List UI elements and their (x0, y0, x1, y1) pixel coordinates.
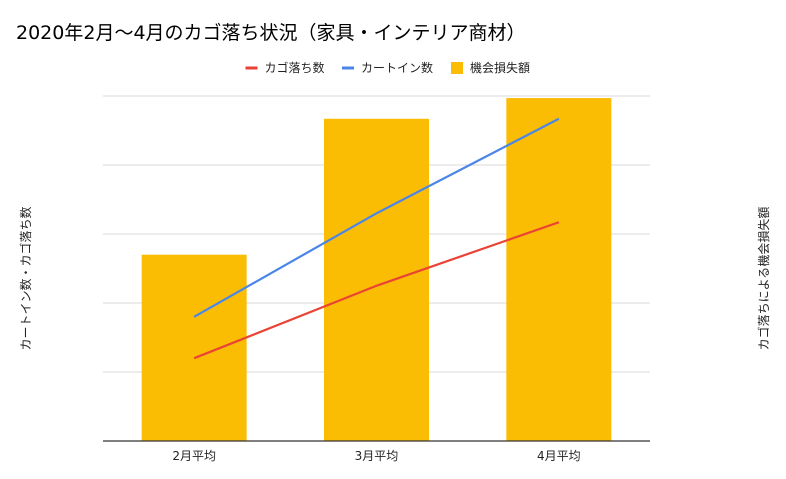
x-tick-label: 4月平均 (537, 449, 581, 463)
y-axis-left-title: カートイン数・カゴ落ち数 (18, 206, 33, 350)
bar (324, 118, 429, 442)
series-line (193, 117, 560, 318)
line-series (193, 117, 560, 360)
bar-series (141, 98, 612, 442)
legend-label: 機会損失額 (470, 60, 530, 75)
x-tick-labels: 2月平均 3月平均 4月平均 (172, 449, 580, 463)
chart-title: 2020年2月～4月のカゴ落ち状況（家具・インテリア商材） (16, 22, 526, 44)
legend-swatch (451, 62, 463, 74)
legend-label: カゴ落ち数 (265, 60, 325, 75)
legend-label: カートイン数 (361, 60, 433, 75)
legend: カゴ落ち数 カートイン数 機会損失額 (245, 60, 530, 75)
legend-item: 機会損失額 (451, 60, 530, 75)
legend-item: カートイン数 (342, 60, 433, 75)
x-tick-label: 3月平均 (355, 449, 399, 463)
bar (506, 98, 612, 441)
series-line (193, 221, 560, 360)
legend-item: カゴ落ち数 (245, 60, 325, 75)
y-axis-right-title: カゴ落ちによる機会損失額 (756, 207, 771, 351)
bar (141, 254, 247, 441)
x-tick-label: 2月平均 (172, 449, 216, 463)
